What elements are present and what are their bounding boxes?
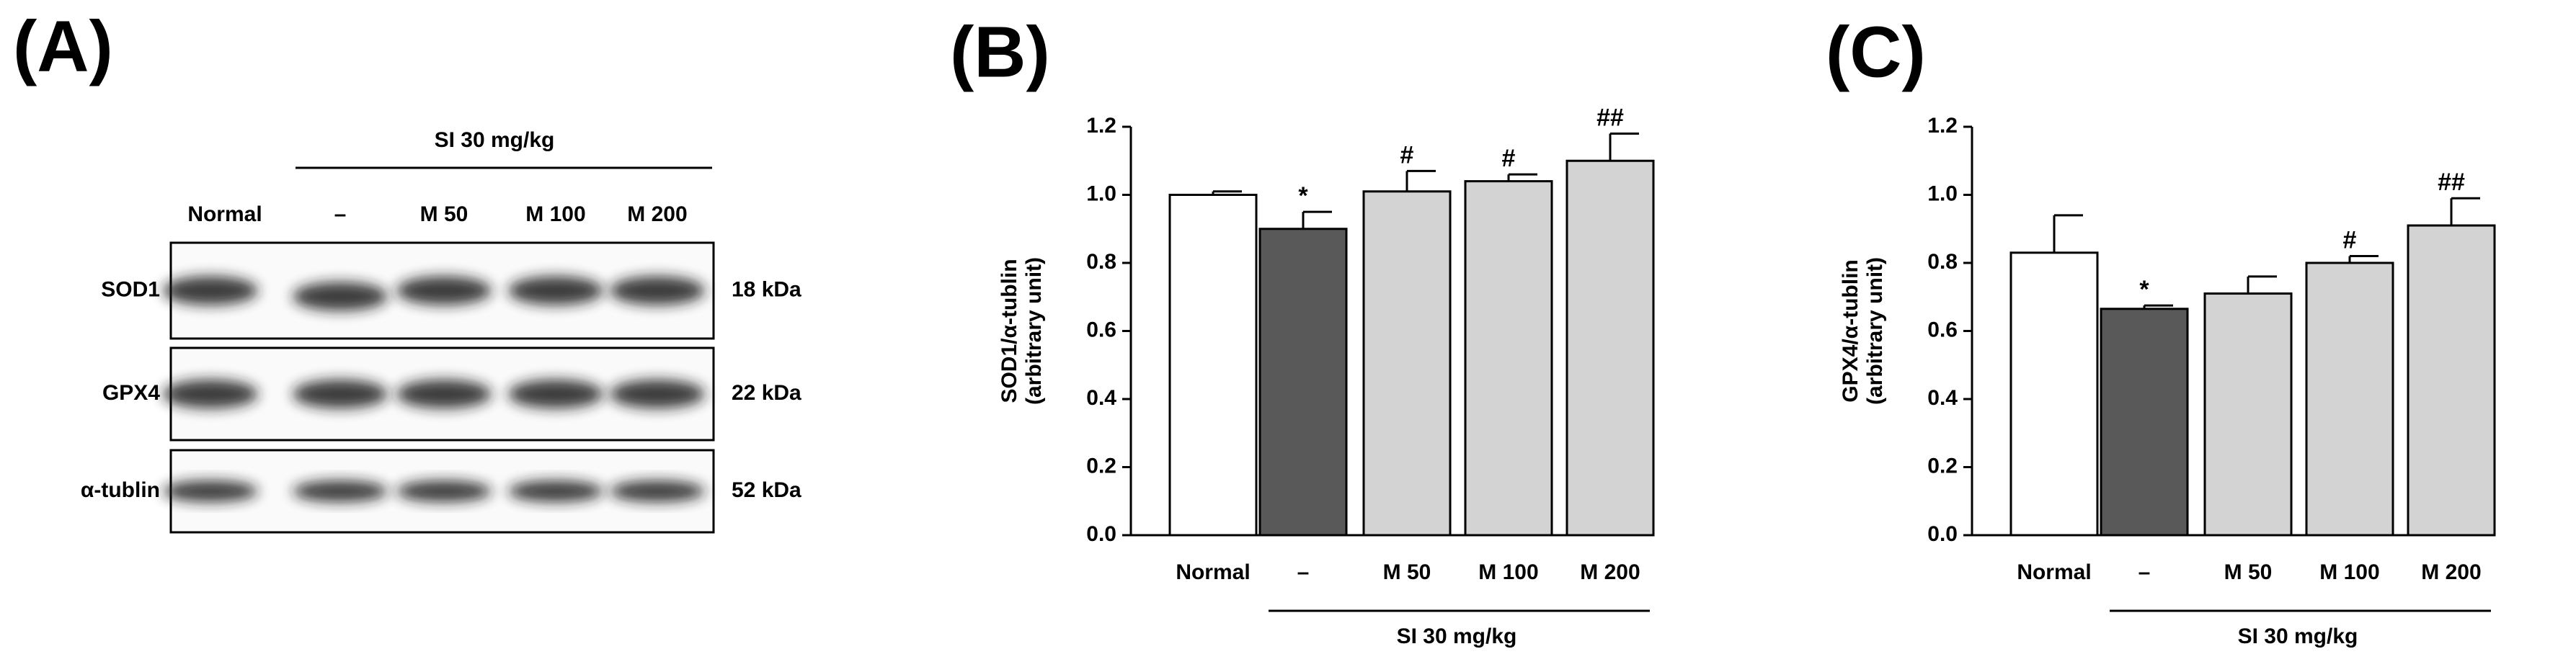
x-tick-label: Normal (1176, 560, 1250, 584)
lane-label: M 200 (627, 202, 687, 226)
y-tick-label: 0.6 (1086, 318, 1116, 341)
band (610, 480, 705, 502)
bar (1168, 194, 1258, 537)
lane-label: – (334, 202, 347, 226)
lane-label: M 50 (420, 202, 468, 226)
band (396, 276, 492, 305)
x-tick-label: M 200 (2421, 560, 2481, 584)
blot-group-label: SI 30 mg/kg (435, 128, 555, 152)
bar (2009, 251, 2099, 537)
panel-label: (C) (1826, 12, 1926, 92)
lane-label: M 100 (525, 202, 585, 226)
x-tick-label: – (1297, 560, 1310, 584)
band (293, 282, 388, 311)
panel-label: (A) (13, 6, 113, 86)
y-tick-label: 1.2 (1927, 114, 1958, 138)
x-tick-label: M 200 (1580, 560, 1640, 584)
y-tick-label: 0.2 (1927, 454, 1958, 478)
band (508, 380, 603, 408)
y-tick-label: 0.8 (1086, 250, 1116, 274)
y-tick-label: 0.6 (1927, 318, 1958, 341)
size-label: 22 kDa (732, 381, 801, 405)
y-axis-label-line: GPX4/α-tublin (1839, 259, 1862, 402)
y-axis-label: GPX4/α-tublin(arbitrary unit) (1839, 257, 1887, 405)
significance-label: # (2343, 227, 2357, 254)
y-tick-label: 0.2 (1086, 454, 1116, 478)
panel-label: (B) (950, 12, 1050, 92)
band (610, 276, 705, 305)
bar (1258, 228, 1348, 537)
lane-label: Normal (187, 202, 262, 226)
band (508, 480, 603, 502)
band (163, 276, 258, 305)
size-label: 52 kDa (732, 478, 801, 502)
y-axis-label: SOD1/α-tublin(arbitrary unit) (998, 257, 1046, 405)
y-tick-label: 1.2 (1086, 114, 1116, 138)
bar (2100, 308, 2189, 537)
y-axis-label-line: (arbitrary unit) (1022, 257, 1046, 405)
y-tick-label: 0.0 (1086, 522, 1116, 546)
band (396, 380, 492, 408)
bar (2203, 292, 2293, 537)
band (396, 480, 492, 502)
y-tick-label: 0.0 (1927, 522, 1958, 546)
bar (2305, 261, 2394, 537)
bar (2407, 224, 2496, 537)
band (293, 380, 388, 408)
significance-label: ## (1596, 104, 1624, 131)
band (610, 380, 705, 408)
bar (1464, 180, 1553, 537)
y-axis-label-line: (arbitrary unit) (1863, 257, 1887, 405)
protein-label: α-tublin (81, 478, 160, 502)
x-tick-label: M 100 (1478, 560, 1538, 584)
y-tick-label: 0.4 (1927, 386, 1958, 410)
band (163, 480, 258, 502)
x-tick-label: Normal (2017, 560, 2091, 584)
significance-label: # (1502, 145, 1516, 172)
significance-label: * (2139, 276, 2149, 303)
x-tick-label: M 50 (1383, 560, 1431, 584)
significance-label: ## (2438, 169, 2465, 196)
bar (1362, 190, 1452, 537)
y-tick-label: 1.0 (1927, 182, 1958, 205)
y-axis-label-line: SOD1/α-tublin (998, 259, 1021, 403)
size-label: 18 kDa (732, 277, 801, 301)
significance-label: * (1298, 182, 1308, 210)
group-label: SI 30 mg/kg (2238, 625, 2358, 648)
group-label: SI 30 mg/kg (1397, 625, 1517, 648)
band (163, 380, 258, 408)
x-tick-label: M 100 (2319, 560, 2379, 584)
protein-label: GPX4 (102, 381, 160, 405)
bar (1565, 159, 1655, 537)
protein-label: SOD1 (101, 277, 160, 301)
significance-label: # (1400, 141, 1414, 169)
x-tick-label: – (2138, 560, 2151, 584)
band (293, 480, 388, 502)
y-tick-label: 1.0 (1086, 182, 1116, 205)
x-tick-label: M 50 (2224, 560, 2273, 584)
y-tick-label: 0.8 (1927, 250, 1958, 274)
band (508, 276, 603, 305)
y-tick-label: 0.4 (1086, 386, 1116, 410)
